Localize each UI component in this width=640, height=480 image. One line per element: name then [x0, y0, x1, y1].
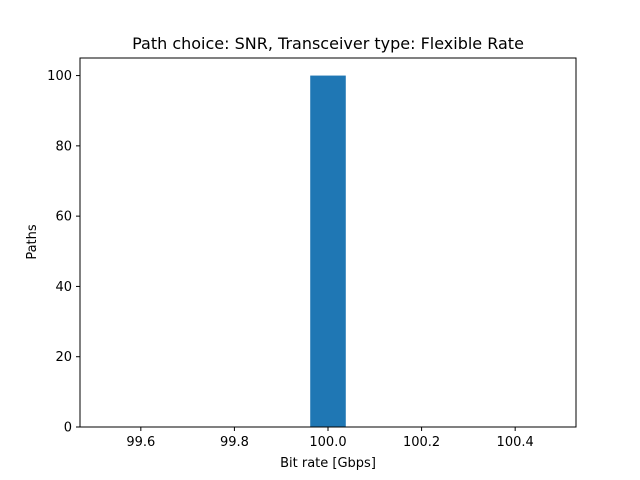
x-tick-label: 100.4	[497, 435, 534, 450]
x-tick-label: 100.2	[403, 435, 440, 450]
x-axis-label: Bit rate [Gbps]	[280, 456, 376, 471]
bars-layer	[310, 75, 346, 428]
y-axis-ticks: 0 20 40 60 80 100	[47, 69, 80, 436]
x-axis-ticks: 99.6 99.8 100.0 100.2 100.4	[126, 427, 534, 450]
y-tick-label: 60	[55, 210, 72, 225]
y-axis-label: Paths	[25, 224, 40, 260]
y-tick-label: 100	[47, 69, 72, 84]
x-tick-label: 99.8	[220, 435, 249, 450]
y-tick-label: 80	[55, 139, 72, 154]
x-tick-label: 99.6	[126, 435, 155, 450]
x-tick-label: 100.0	[309, 435, 346, 450]
chart-title: Path choice: SNR, Transceiver type: Flex…	[132, 34, 524, 53]
plot-frame	[79, 57, 577, 428]
y-tick-label: 20	[55, 350, 72, 365]
y-tick-label: 40	[55, 280, 72, 295]
y-tick-label: 0	[64, 421, 72, 436]
histogram-bar	[310, 75, 346, 428]
